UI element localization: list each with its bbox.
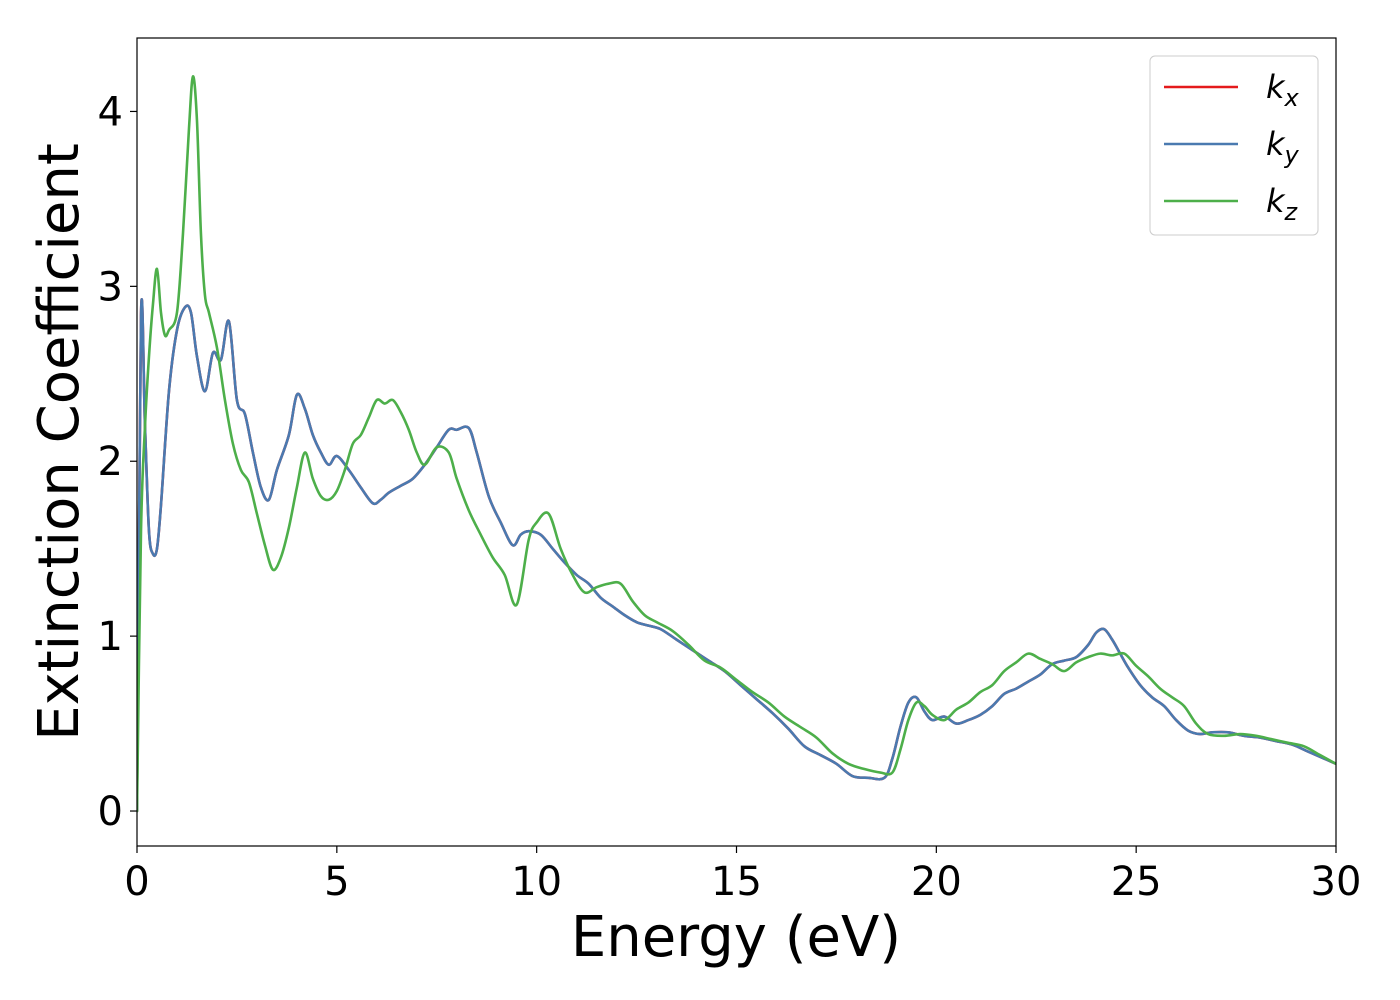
legend-label-subscript: x — [1284, 84, 1300, 112]
y-tick-label: 2 — [98, 439, 123, 485]
legend-label-x: kx — [1266, 68, 1300, 112]
x-tick-label: 30 — [1311, 859, 1362, 905]
y-tick-label: 4 — [98, 89, 123, 135]
x-tick-label: 15 — [711, 859, 762, 905]
legend-label-subscript: z — [1284, 198, 1299, 226]
y-tick-label: 3 — [98, 264, 123, 310]
x-tick-label: 0 — [124, 859, 149, 905]
series-line-z — [137, 75, 1336, 813]
x-axis-ticks: 0 5 10 15 20 25 30 — [124, 846, 1361, 905]
y-axis-title: Extinction Coefficient — [27, 143, 92, 741]
y-tick-label: 0 — [98, 789, 123, 835]
legend-label-main: k — [1266, 68, 1286, 106]
x-tick-label: 20 — [911, 859, 962, 905]
legend-label-main: k — [1266, 125, 1286, 163]
x-axis-title: Energy (eV) — [571, 905, 901, 970]
x-tick-label: 5 — [324, 859, 349, 905]
legend-label-y: ky — [1266, 125, 1300, 169]
y-tick-label: 1 — [98, 614, 123, 660]
series-line-y — [137, 298, 1336, 813]
series-line-x — [137, 298, 1336, 813]
y-axis-ticks: 0 1 2 3 4 — [98, 89, 137, 835]
x-tick-label: 25 — [1111, 859, 1162, 905]
legend-box — [1149, 55, 1319, 236]
legend-label-z: kz — [1266, 182, 1299, 226]
series-layer — [137, 75, 1336, 813]
legend-label-main: k — [1266, 182, 1286, 220]
x-tick-label: 10 — [511, 859, 562, 905]
legend-label-subscript: y — [1284, 141, 1300, 169]
